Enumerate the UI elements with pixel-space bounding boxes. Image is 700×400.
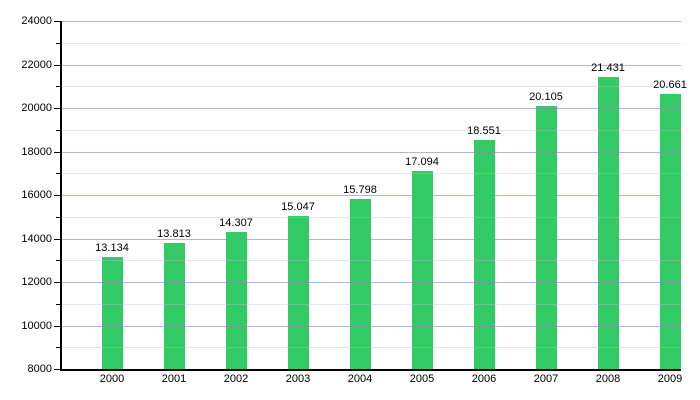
bar-value-label: 14.307 [219, 216, 253, 229]
y-tick-label: 10000 [21, 319, 52, 332]
bar [225, 231, 247, 369]
bar [597, 76, 619, 369]
bar-value-label: 13.134 [95, 242, 129, 255]
gridline-major [62, 151, 681, 153]
bar [473, 139, 495, 369]
x-tick-label: 2009 [657, 373, 683, 385]
y-major-tick [54, 195, 60, 196]
gridline-major [62, 195, 681, 196]
gridline-minor [62, 260, 681, 262]
y-major-tick [54, 238, 60, 240]
y-tick-label: 8000 [27, 363, 52, 375]
y-axis-line [60, 21, 62, 371]
gridline-minor [62, 42, 681, 44]
y-minor-tick [56, 173, 60, 175]
x-tick-label: 2006 [471, 373, 497, 385]
gridline-major [62, 282, 681, 283]
gridline-major [62, 21, 681, 22]
gridline-minor [62, 303, 681, 305]
y-major-tick [54, 151, 60, 153]
gridline-major [62, 325, 681, 327]
y-minor-tick [56, 260, 60, 262]
bar-value-label: 20.105 [529, 90, 563, 103]
bar-value-label: 18.551 [467, 124, 501, 137]
y-minor-tick [56, 216, 60, 218]
y-tick-label: 18000 [21, 145, 52, 158]
gridline-minor [62, 216, 681, 218]
y-major-tick [54, 282, 60, 283]
y-major-tick [54, 108, 60, 109]
gridline-minor [62, 129, 681, 131]
bar [411, 171, 433, 369]
x-tick-label: 2004 [347, 373, 373, 385]
bar-value-label: 17.094 [405, 156, 439, 169]
gridline-major [62, 64, 681, 66]
y-tick-label: 12000 [21, 276, 52, 288]
y-tick-label: 16000 [21, 189, 52, 201]
y-major-tick [54, 325, 60, 327]
bar [349, 199, 371, 369]
gridline-major [62, 238, 681, 240]
x-tick-label: 2002 [223, 373, 249, 385]
bar-value-label: 13.813 [157, 227, 191, 240]
y-tick-label: 24000 [21, 15, 52, 27]
x-tick-label: 2000 [99, 373, 125, 385]
bar-value-label: 20.661 [653, 78, 687, 91]
bar [287, 215, 309, 369]
x-tick-label: 2001 [161, 373, 187, 385]
y-minor-tick [56, 129, 60, 131]
bar-value-label: 21.431 [591, 61, 625, 74]
bar [163, 242, 185, 369]
plot-area [62, 21, 681, 369]
y-minor-tick [56, 42, 60, 44]
y-tick-label: 20000 [21, 102, 52, 114]
y-major-tick [54, 21, 60, 22]
x-axis-line [60, 369, 681, 371]
bar [535, 105, 557, 369]
x-tick-label: 2008 [595, 373, 621, 385]
gridline-minor [62, 86, 681, 88]
bar-value-label: 15.798 [343, 184, 377, 197]
y-tick-label: 22000 [21, 58, 52, 71]
bar-value-label: 15.047 [281, 200, 315, 213]
gridline-major [62, 108, 681, 109]
x-tick-label: 2007 [533, 373, 559, 385]
y-minor-tick [56, 86, 60, 88]
gridline-minor [62, 347, 681, 349]
y-major-tick [54, 64, 60, 66]
y-major-tick [54, 369, 60, 370]
gridline-minor [62, 173, 681, 175]
x-tick-label: 2005 [409, 373, 435, 385]
x-tick-label: 2003 [285, 373, 311, 385]
y-tick-label: 14000 [21, 232, 52, 245]
bar [101, 257, 123, 369]
y-minor-tick [56, 303, 60, 305]
y-minor-tick [56, 347, 60, 349]
bar [659, 93, 681, 369]
